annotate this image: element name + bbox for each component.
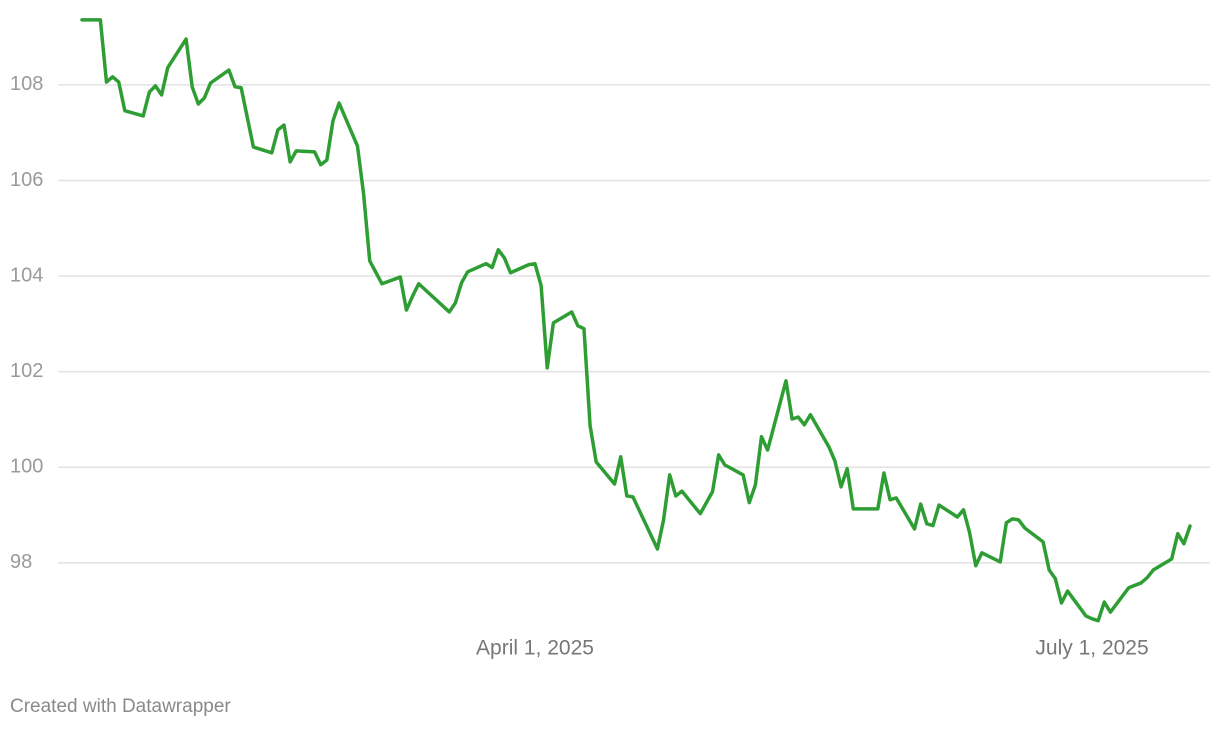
line [80, 18, 1192, 623]
footer: Created with Datawrapper [10, 696, 231, 717]
x-tick-label: July 1, 2025 [1035, 637, 1148, 660]
y-tick-label: 108 [10, 73, 43, 95]
x-tick-label: April 1, 2025 [476, 637, 594, 660]
y-tick-label: 100 [10, 456, 43, 478]
y-tick-label: 102 [10, 360, 43, 382]
y-tick-label: 104 [10, 264, 43, 286]
y-tick-label: 98 [10, 551, 32, 573]
y-tick-label: 106 [10, 169, 43, 191]
